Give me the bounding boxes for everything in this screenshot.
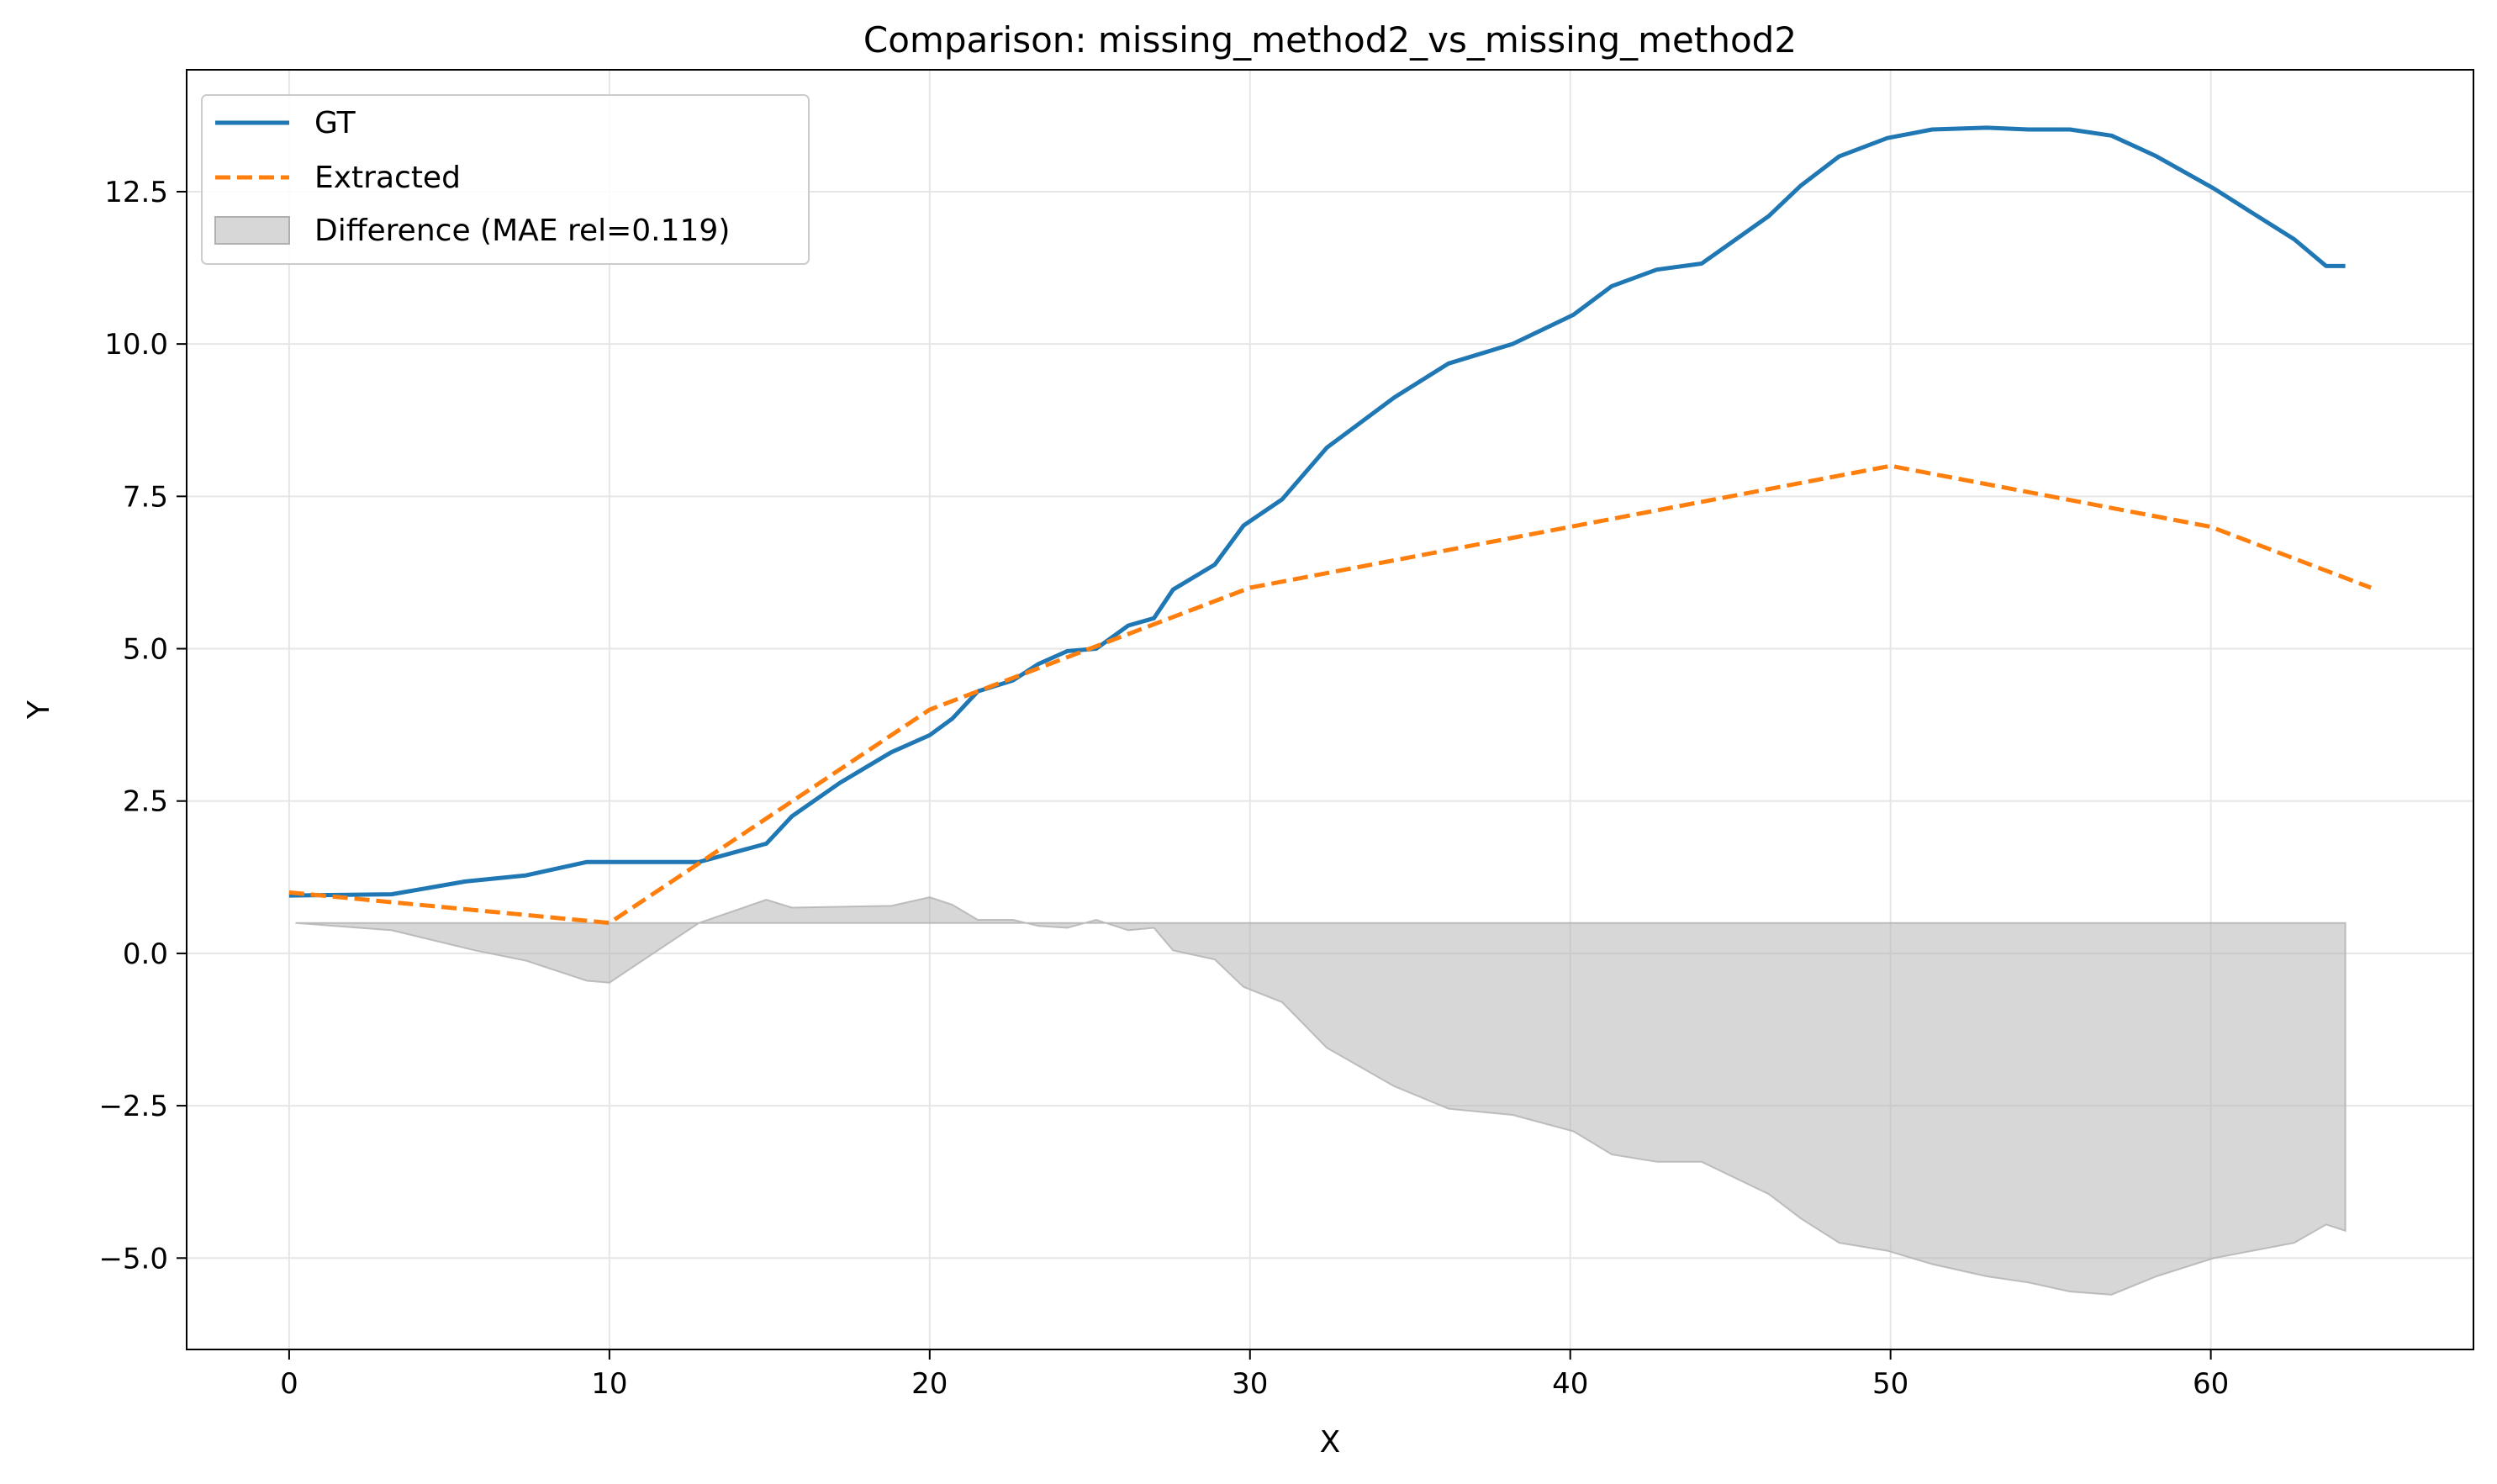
legend-box — [201, 94, 810, 265]
difference-area — [295, 896, 2347, 1296]
x-axis-ticks: 0 10 20 30 40 50 60 — [280, 1349, 2229, 1401]
x-tick-label: 10 — [591, 1367, 627, 1401]
legend-difference-label: Difference (MAE rel=0.119) — [314, 214, 730, 248]
x-axis-title: X — [1320, 1425, 1341, 1460]
y-axis-title: Y — [22, 700, 56, 720]
x-tick-label: 50 — [1872, 1367, 1908, 1401]
chart-title: Comparison: missing_method2_vs_missing_m… — [863, 19, 1797, 61]
y-tick-label: 2.5 — [123, 785, 168, 819]
x-tick-label: 20 — [911, 1367, 948, 1401]
x-tick-label: 60 — [2193, 1367, 2229, 1401]
y-tick-label: 10.0 — [104, 328, 168, 362]
y-tick-label: −2.5 — [98, 1090, 168, 1123]
plot-frame — [186, 69, 2474, 1350]
legend-extracted-label: Extracted — [314, 161, 461, 195]
y-axis-ticks: −5.0 −2.5 0.0 2.5 5.0 7.5 10.0 12.5 — [98, 176, 187, 1275]
y-tick-label: −5.0 — [98, 1242, 168, 1275]
y-tick-label: 7.5 — [123, 480, 168, 514]
legend: GT Extracted Difference (MAE rel=0.119) — [201, 94, 810, 265]
difference-area-layer — [295, 896, 2347, 1296]
x-tick-label: 30 — [1232, 1367, 1268, 1401]
series-lines — [288, 125, 2372, 926]
gt-line — [288, 125, 2346, 898]
y-tick-label: 0.0 — [123, 937, 168, 971]
y-tick-label: 5.0 — [123, 633, 168, 667]
y-tick-label: 12.5 — [104, 176, 168, 209]
x-tick-label: 0 — [280, 1367, 298, 1401]
extracted-line — [288, 463, 2372, 926]
legend-difference-swatch — [214, 216, 290, 245]
legend-gt-label: GT — [314, 106, 356, 140]
x-tick-label: 40 — [1552, 1367, 1588, 1401]
